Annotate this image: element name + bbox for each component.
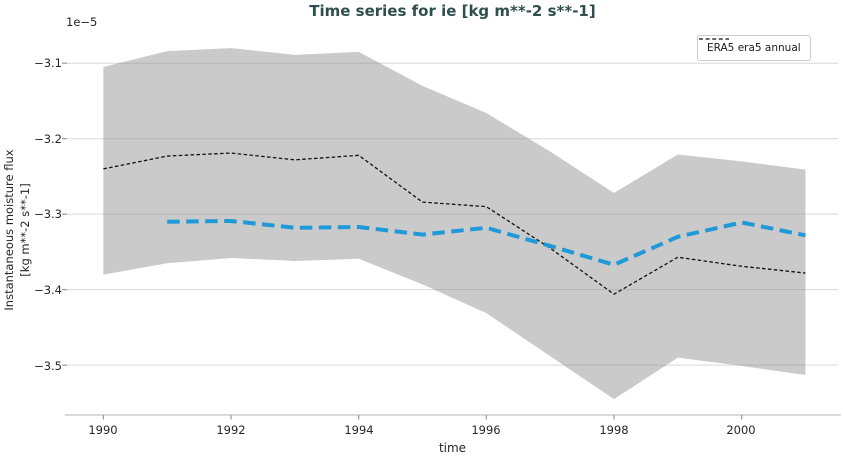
x-tick-label: 1994 <box>344 423 374 437</box>
x-tick-label: 1992 <box>216 423 246 437</box>
uncertainty-band <box>103 48 806 400</box>
y-tick-label: −3.4 <box>34 283 62 297</box>
legend-dashed-line-icon <box>699 38 729 40</box>
y-axis-offset-label: 1e−5 <box>66 15 98 29</box>
x-tick-label: 1998 <box>599 423 629 437</box>
x-tick-label: 1990 <box>88 423 118 437</box>
x-tick-label: 2000 <box>726 423 756 437</box>
y-tick-label: −3.1 <box>34 56 62 70</box>
y-tick-label: −3.2 <box>34 132 62 146</box>
legend-box: ERA5 era5 annual <box>697 35 811 61</box>
y-tick-label: −3.5 <box>34 359 62 373</box>
era5-annual-line <box>103 152 806 295</box>
y-tick-label: −3.3 <box>34 207 62 221</box>
legend-entry-label: ERA5 era5 annual <box>707 42 801 54</box>
x-axis-label: time <box>438 441 467 455</box>
blue-dashed-line <box>167 218 806 267</box>
x-tick-label: 1996 <box>471 423 501 437</box>
chart-title: Time series for ie [kg m**-2 s**-1] <box>309 2 596 20</box>
y-axis-label-line1: Instantaneous moisture flux <box>2 149 16 311</box>
